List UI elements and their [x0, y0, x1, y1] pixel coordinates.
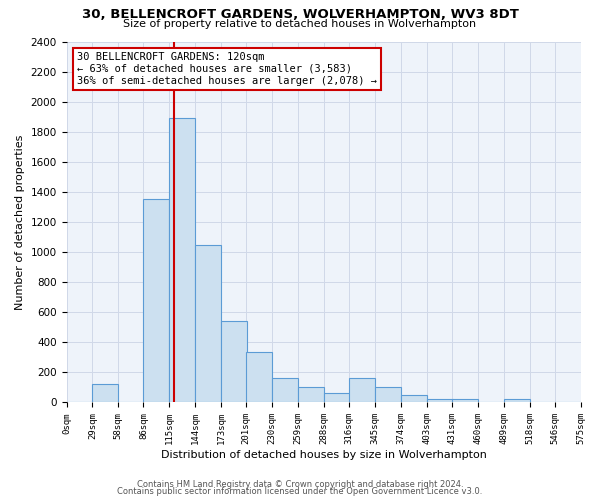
Bar [246, 352, 272, 403]
Text: Contains public sector information licensed under the Open Government Licence v3: Contains public sector information licen… [118, 487, 482, 496]
Bar [427, 398, 452, 402]
Bar [298, 386, 324, 402]
Text: Size of property relative to detached houses in Wolverhampton: Size of property relative to detached ho… [124, 19, 476, 29]
Bar [401, 395, 427, 402]
Text: 30, BELLENCROFT GARDENS, WOLVERHAMPTON, WV3 8DT: 30, BELLENCROFT GARDENS, WOLVERHAMPTON, … [82, 8, 518, 20]
Bar [272, 378, 298, 402]
Bar [349, 378, 375, 402]
Bar [503, 400, 530, 402]
Bar [195, 244, 221, 402]
Bar [221, 320, 247, 402]
Bar [143, 200, 169, 402]
Text: Contains HM Land Registry data © Crown copyright and database right 2024.: Contains HM Land Registry data © Crown c… [137, 480, 463, 489]
Bar [375, 388, 401, 402]
X-axis label: Distribution of detached houses by size in Wolverhampton: Distribution of detached houses by size … [161, 450, 487, 460]
Bar [452, 398, 478, 402]
Bar [169, 118, 195, 403]
Bar [324, 394, 350, 402]
Y-axis label: Number of detached properties: Number of detached properties [15, 134, 25, 310]
Text: 30 BELLENCROFT GARDENS: 120sqm
← 63% of detached houses are smaller (3,583)
36% : 30 BELLENCROFT GARDENS: 120sqm ← 63% of … [77, 52, 377, 86]
Bar [92, 384, 118, 402]
